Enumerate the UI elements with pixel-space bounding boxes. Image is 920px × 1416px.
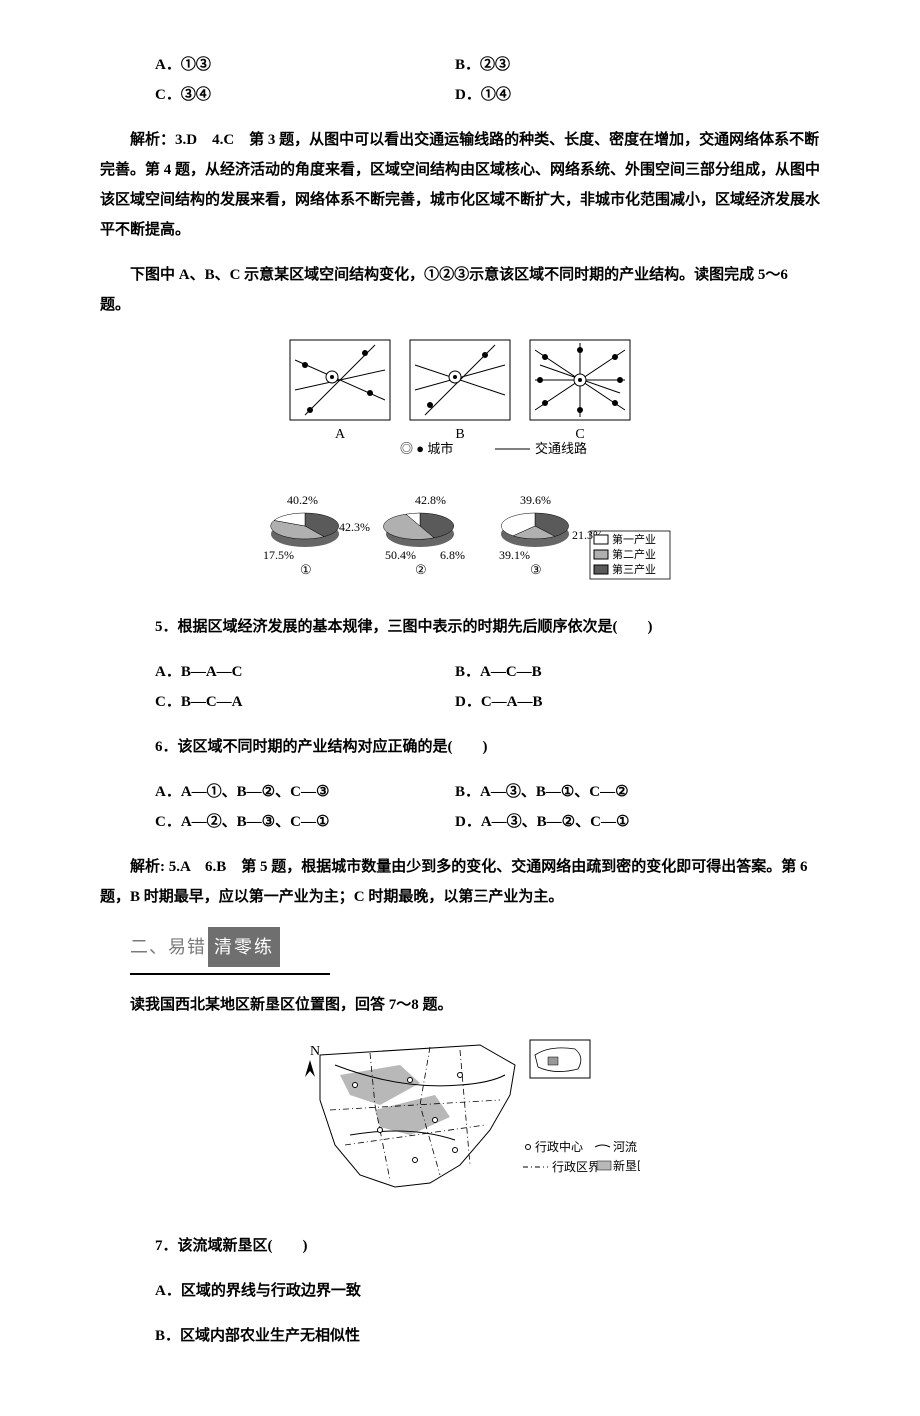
section-grey: 二、易错	[130, 929, 206, 965]
svg-text:39.1%: 39.1%	[499, 548, 530, 562]
q7-opt-a: A．区域的界线与行政边界一致	[155, 1276, 820, 1306]
q6-opt-d: D．A—③、B—②、C—①	[455, 807, 629, 837]
svg-text:②: ②	[415, 562, 427, 577]
svg-text:新垦区: 新垦区	[613, 1158, 640, 1173]
q5-opt-d: D．C—A—B	[455, 687, 543, 717]
analysis-3-4: 解析：3.D 4.C 第 3 题，从图中可以看出交通运输线路的种类、长度、密度在…	[100, 125, 820, 245]
svg-text:交通线路: 交通线路	[535, 441, 587, 455]
section-underline	[130, 973, 330, 975]
q6-opt-c: C．A—②、B—③、C—①	[155, 807, 455, 837]
svg-text:42.3%: 42.3%	[339, 520, 370, 534]
intro-7-8: 读我国西北某地区新垦区位置图，回答 7～8 题。	[100, 990, 820, 1020]
opt-b: B．②③	[455, 50, 510, 80]
pie-charts-figure: 40.2% 42.3% 17.5% ① 42.8% 50.4% 6.8% ② 3…	[100, 476, 820, 597]
analysis-5-6: 解析: 5.A 6.B 第 5 题，根据城市数量由少到多的变化、交通网络由疏到密…	[100, 852, 820, 912]
spatial-structure-figure: A B C	[100, 335, 820, 466]
intro-5-6: 下图中 A、B、C 示意某区域空间结构变化，①②③示意该区域不同时期的产业结构。…	[100, 260, 820, 320]
svg-text:①: ①	[300, 562, 312, 577]
svg-text:③: ③	[530, 562, 542, 577]
q7-stem: 7．该流域新垦区( )	[155, 1231, 820, 1261]
map-figure: N 行政中心 河流 行政区界 新垦区	[100, 1035, 820, 1216]
section-box: 清零练	[208, 927, 280, 967]
q6-stem: 6．该区域不同时期的产业结构对应正确的是( )	[155, 732, 820, 762]
svg-text:6.8%: 6.8%	[440, 548, 465, 562]
q5-opt-a: A．B—A—C	[155, 657, 455, 687]
svg-text:A: A	[335, 427, 346, 442]
q5-opt-c: C．B—C—A	[155, 687, 455, 717]
svg-text:17.5%: 17.5%	[263, 548, 294, 562]
svg-text:C: C	[575, 427, 584, 442]
svg-text:河流: 河流	[613, 1140, 637, 1154]
q7-opt-b: B．区域内部农业生产无相似性	[155, 1321, 820, 1351]
q6-opt-b: B．A—③、B—①、C—②	[455, 777, 629, 807]
svg-text:◎ ● 城市: ◎ ● 城市	[400, 441, 453, 455]
svg-text:N: N	[310, 1044, 320, 1059]
q5-stem: 5．根据区域经济发展的基本规律，三图中表示的时期先后顺序依次是( )	[155, 612, 820, 642]
svg-text:行政中心: 行政中心	[535, 1139, 583, 1154]
opt-a: A．①③	[155, 50, 455, 80]
svg-text:50.4%: 50.4%	[385, 548, 416, 562]
svg-text:B: B	[455, 427, 464, 442]
svg-text:40.2%: 40.2%	[287, 493, 318, 507]
svg-text:第三产业: 第三产业	[612, 562, 656, 576]
svg-text:第一产业: 第一产业	[612, 532, 656, 546]
svg-text:39.6%: 39.6%	[520, 493, 551, 507]
svg-text:行政区界: 行政区界	[552, 1160, 600, 1174]
q5-opt-b: B．A—C—B	[455, 657, 542, 687]
opt-d: D．①④	[455, 80, 511, 110]
opt-c: C．③④	[155, 80, 455, 110]
section-2-title: 二、易错 清零练	[130, 927, 820, 967]
svg-text:42.8%: 42.8%	[415, 493, 446, 507]
svg-text:第二产业: 第二产业	[612, 547, 656, 561]
q6-opt-a: A．A—①、B—②、C—③	[155, 777, 455, 807]
